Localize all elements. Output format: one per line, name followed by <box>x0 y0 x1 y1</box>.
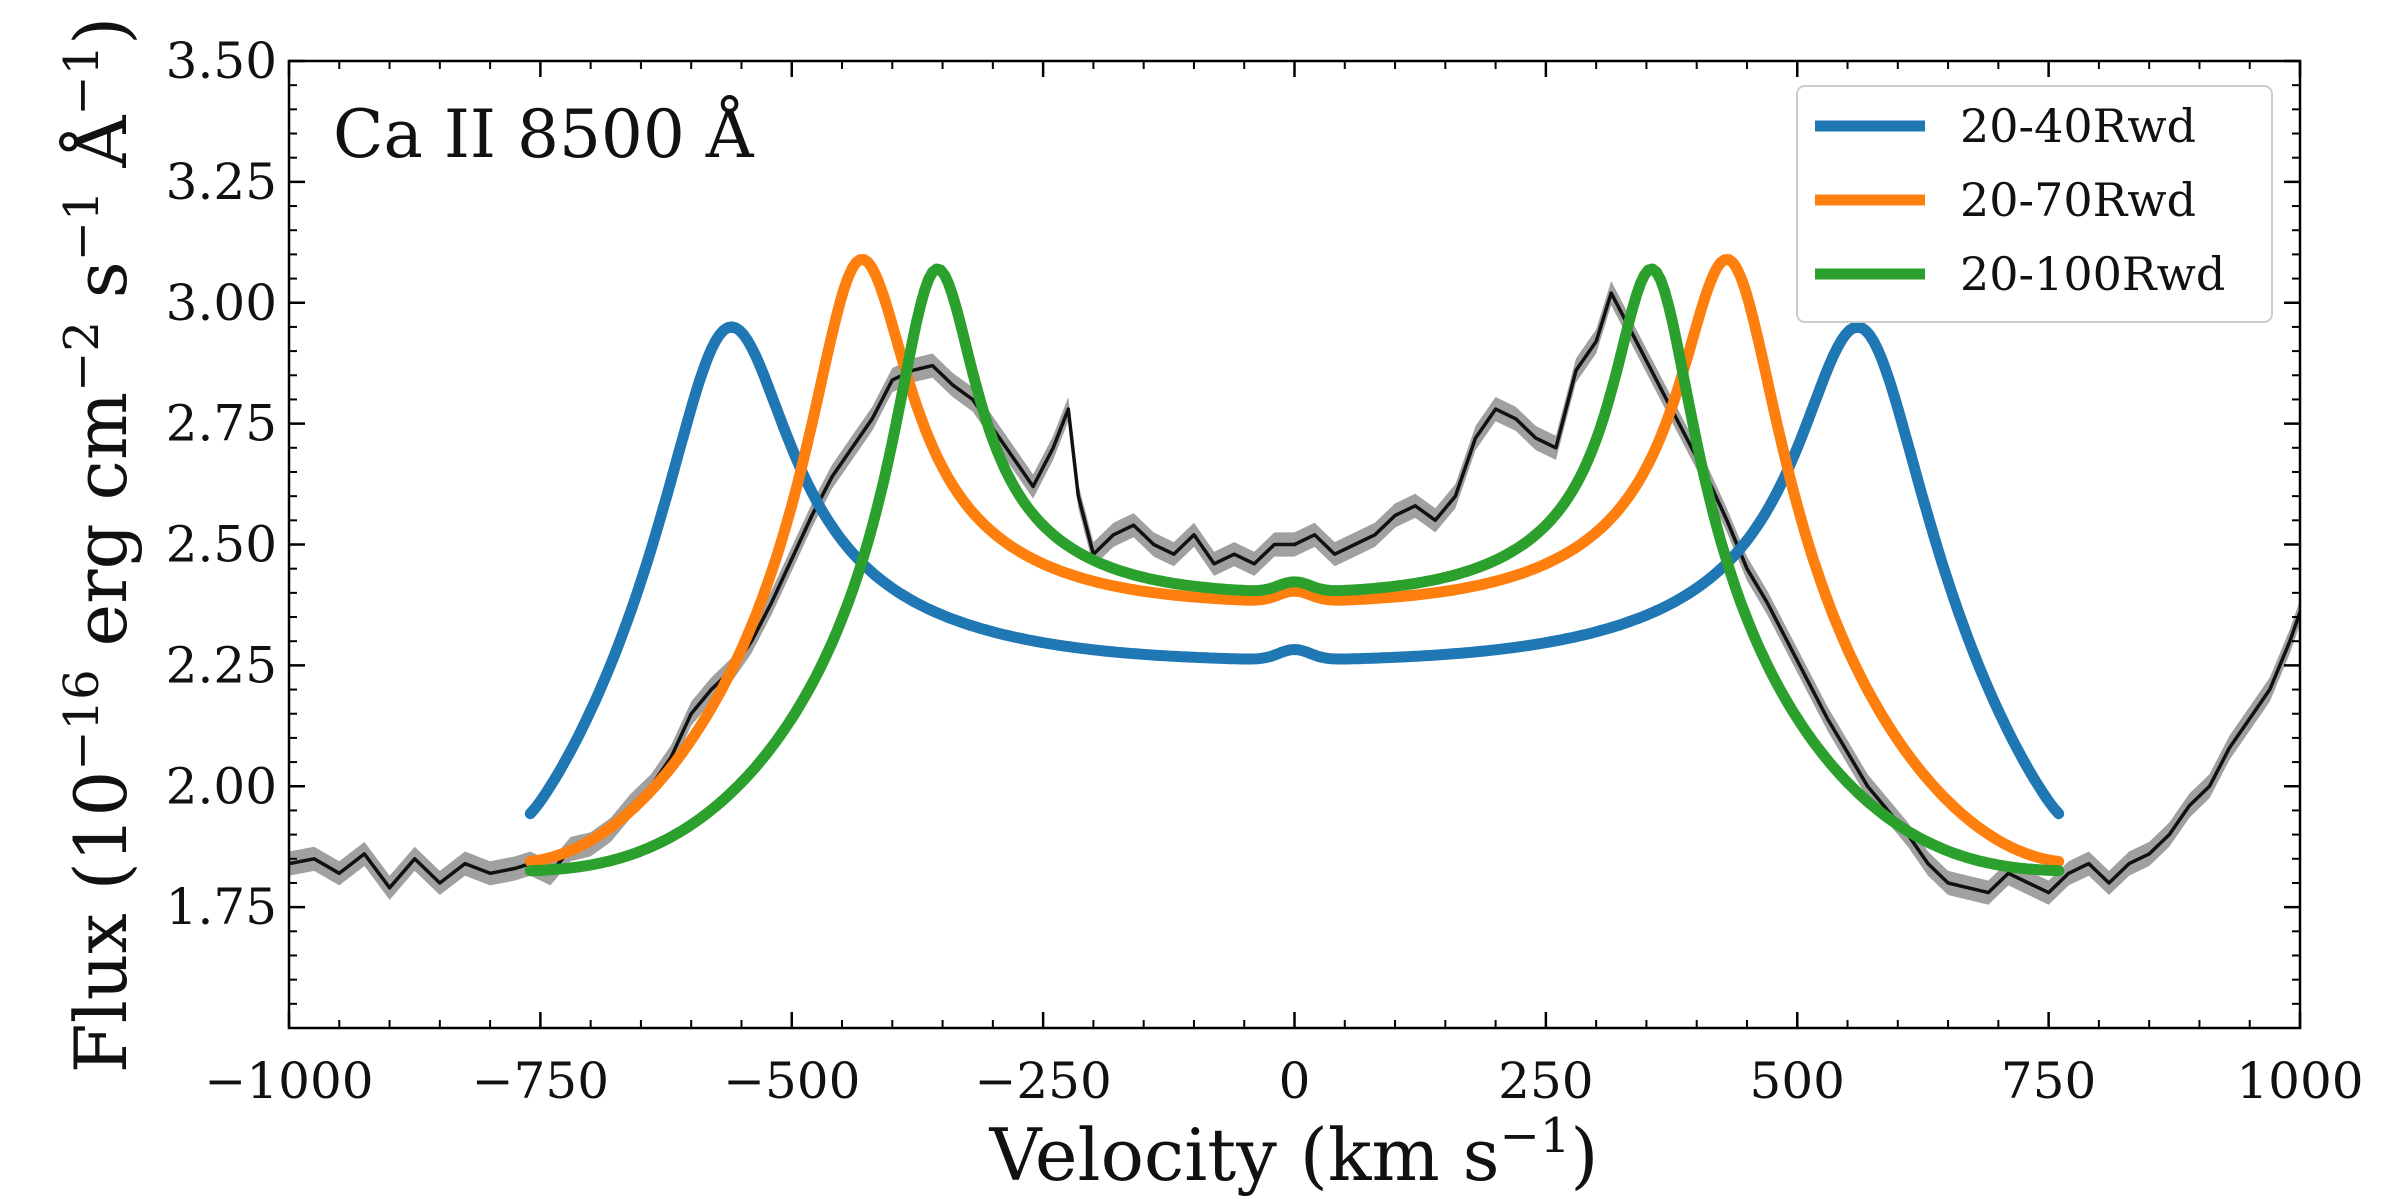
x-tick-label: 1000 <box>2236 1052 2363 1110</box>
legend-label: 20-100Rwd <box>1960 247 2225 301</box>
x-tick-label: 250 <box>1498 1052 1593 1110</box>
y-tick-label: 3.50 <box>166 32 277 90</box>
legend: 20-40Rwd 20-70Rwd 20-100Rwd <box>1796 85 2273 323</box>
x-axis-title: Velocity (km s−1) <box>989 1108 1599 1197</box>
x-tick-label: −250 <box>974 1052 1111 1110</box>
x-tick-label: 0 <box>1279 1052 1311 1110</box>
legend-label: 20-40Rwd <box>1960 99 2196 153</box>
series-line-20-40Rwd <box>524 321 2065 820</box>
x-tick-label: −500 <box>723 1052 860 1110</box>
legend-label: 20-70Rwd <box>1960 173 2196 227</box>
y-tick-label: 2.00 <box>166 757 277 815</box>
x-tick-label: −750 <box>472 1052 609 1110</box>
series-line-20-70Rwd <box>524 254 2065 867</box>
observed-spectrum-line <box>289 291 2300 895</box>
x-tick-label: −1000 <box>204 1052 373 1110</box>
y-axis-title: Flux (10−16 erg cm−2 s−1 Å−1) <box>54 17 143 1073</box>
legend-frame <box>1796 85 2273 323</box>
y-tick-label: 3.25 <box>166 153 277 211</box>
y-tick-label: 2.75 <box>166 395 277 453</box>
y-tick-label: 2.50 <box>166 516 277 574</box>
x-tick-label: 500 <box>1750 1052 1845 1110</box>
y-tick-label: 2.25 <box>166 636 277 694</box>
series-line-20-100Rwd <box>524 263 2065 877</box>
y-tick-label: 3.00 <box>166 274 277 332</box>
y-tick-label: 1.75 <box>166 878 277 936</box>
x-tick-label: 750 <box>2001 1052 2096 1110</box>
chart-annotation: Ca II 8500 Å <box>333 96 755 173</box>
